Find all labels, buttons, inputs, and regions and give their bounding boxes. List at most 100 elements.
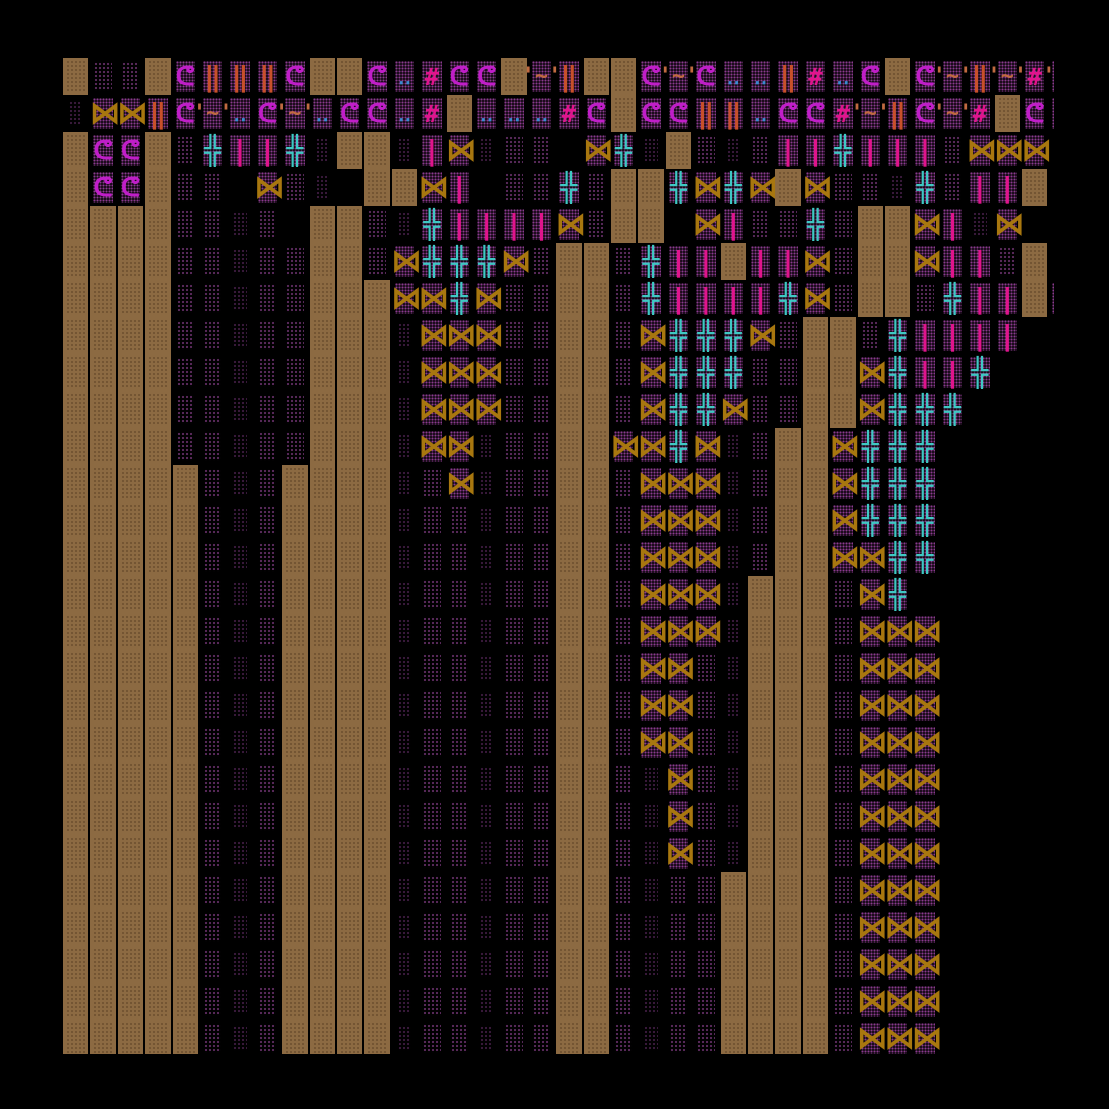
glyph-tile: ‥ <box>391 95 418 132</box>
cave-floor-tile <box>199 576 226 613</box>
cave-floor-tile <box>637 761 664 798</box>
cave-floor-tile <box>199 502 226 539</box>
bar-glyph: | <box>971 244 989 278</box>
glyph-tile: | <box>528 206 555 243</box>
glyph-tile: | <box>774 132 801 169</box>
rock-wall-tile <box>144 650 172 687</box>
cave-floor-tile <box>528 280 555 317</box>
double-cross-glyph: ╬ <box>971 355 989 389</box>
rock-wall-tile <box>62 243 90 280</box>
glyph-tile: | <box>774 243 801 280</box>
cave-floor-tile <box>391 835 418 872</box>
cave-floor-tile <box>500 687 527 724</box>
cave-floor-tile <box>418 724 445 761</box>
rock-wall-tile <box>582 428 610 465</box>
bar-glyph: | <box>998 281 1016 315</box>
bar-glyph: | <box>944 355 961 389</box>
glyph-tile: ᕦ <box>117 169 144 206</box>
cave-floor-tile <box>500 317 527 354</box>
dungeon-map[interactable]: ᕦ‖‖‖ᕦᕦ‥#ᕦᕦ'~'‖ᕦ'~'ᕦ‥‥‖#‥ᕦᕦ'~'‖'~'#'~'⋈⋈‖… <box>62 58 1054 1054</box>
cave-floor-tile <box>1048 169 1054 206</box>
cave-floor-tile <box>226 687 253 724</box>
glyph-tile: ⋈ <box>884 761 915 798</box>
rock-wall-tile <box>281 946 309 983</box>
rock-wall-tile <box>582 909 610 946</box>
cave-floor-tile <box>89 58 116 95</box>
rock-wall-tile <box>144 724 172 761</box>
glyph-tile: ╬ <box>884 502 911 539</box>
glyph-tile: ╬ <box>665 428 692 465</box>
glyph-tile: ᕦ <box>692 58 719 95</box>
rock-wall-tile <box>363 539 391 576</box>
tilde-glyph: '~' <box>850 100 891 126</box>
glyph-tile: '~' <box>850 95 890 132</box>
glyph-tile: ‥ <box>391 58 418 95</box>
cave-floor-tile <box>994 243 1021 280</box>
rock-wall-tile <box>89 687 117 724</box>
cave-floor-tile <box>500 761 527 798</box>
cave-floor-tile <box>254 613 281 650</box>
bowtie-glyph: ⋈ <box>857 798 887 834</box>
rock-wall-tile <box>116 206 145 243</box>
rock-wall-tile <box>774 428 802 465</box>
cave-floor-tile <box>391 983 418 1020</box>
rock-wall-tile <box>144 835 172 872</box>
cave-floor-tile <box>309 169 336 206</box>
rock-wall-tile <box>171 872 199 909</box>
rock-wall-tile <box>281 872 309 909</box>
glyph-tile: ᕦ <box>254 95 281 132</box>
rock-wall-tile <box>171 539 199 576</box>
rock-wall-tile <box>281 798 309 835</box>
rock-wall-tile <box>747 909 775 946</box>
rock-wall-tile <box>144 539 172 576</box>
rock-wall-tile <box>89 243 117 280</box>
glyph-tile: ᕦ <box>172 95 199 132</box>
rock-wall-tile <box>719 243 747 280</box>
rock-wall-tile <box>774 650 802 687</box>
glyph-tile: | <box>966 169 993 206</box>
cave-floor-tile <box>720 428 747 465</box>
cave-floor-tile <box>500 169 527 206</box>
glyph-tile: ᕦ <box>802 95 829 132</box>
double-cross-glyph: ╬ <box>916 503 934 537</box>
eye-glyph: ᕦ <box>93 172 113 203</box>
cave-floor-tile <box>254 428 281 465</box>
rock-wall-tile <box>884 243 912 280</box>
bowtie-glyph: ⋈ <box>446 132 476 168</box>
rock-wall-tile <box>116 317 145 354</box>
cave-floor-tile <box>774 391 801 428</box>
rock-wall-tile <box>719 1020 747 1054</box>
rock-wall-tile <box>144 761 172 798</box>
glyph-tile: ᕦ <box>637 95 664 132</box>
rock-wall-tile <box>89 502 117 539</box>
rock-wall-tile <box>774 983 802 1020</box>
cave-floor-tile <box>500 983 527 1020</box>
rock-wall-tile <box>62 391 90 428</box>
glyph-tile: ⋈ <box>747 317 778 354</box>
rock-wall-tile <box>884 206 912 243</box>
cave-floor-tile <box>720 761 747 798</box>
glyph-tile: ⋈ <box>884 650 915 687</box>
rock-wall-tile <box>308 872 336 909</box>
bar-glyph: | <box>779 244 797 278</box>
cave-floor-tile <box>583 206 610 243</box>
rock-wall-tile <box>116 428 145 465</box>
rock-wall-tile <box>62 798 90 835</box>
cave-floor-tile <box>692 724 719 761</box>
hash-glyph: # <box>835 99 851 128</box>
cave-floor-tile <box>446 946 473 983</box>
rock-wall-tile <box>719 946 747 983</box>
rock-wall-tile <box>171 761 199 798</box>
double-cross-glyph: ╬ <box>916 429 934 463</box>
rock-wall-tile <box>582 354 610 391</box>
rock-wall-tile <box>171 983 199 1020</box>
cave-floor-tile <box>254 280 281 317</box>
cave-floor-tile <box>418 835 445 872</box>
double-cross-glyph: ╬ <box>670 318 687 352</box>
rock-wall-tile <box>116 613 145 650</box>
bowtie-glyph: ⋈ <box>117 95 147 131</box>
rock-wall-tile <box>747 576 775 613</box>
glyph-tile: ‖ <box>966 58 993 95</box>
glyph-tile: ⋈ <box>884 946 915 983</box>
rock-wall-tile <box>308 835 336 872</box>
